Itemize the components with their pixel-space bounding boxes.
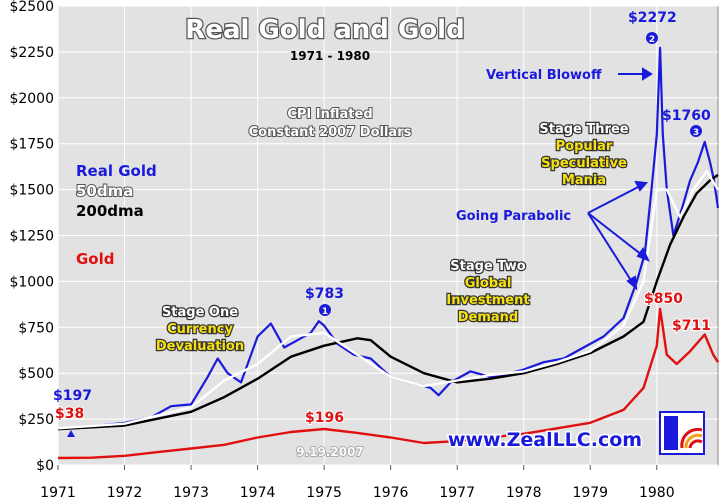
date-stamp: 9.19.2007	[296, 445, 364, 459]
marker-2-circle	[646, 32, 658, 44]
stage-two-line-3: Investment	[446, 293, 529, 308]
y-tick-label: $1500	[9, 183, 54, 199]
logo-arc-1	[680, 427, 703, 449]
gridlines	[57, 5, 718, 466]
marker-3-label: 3	[693, 128, 699, 138]
series-lines	[57, 46, 720, 460]
x-tick-label: 1980	[639, 485, 675, 501]
vertical-blowoff-arrow	[618, 67, 653, 81]
y-tick-label: $500	[18, 366, 54, 382]
price-label-850: $850	[644, 291, 683, 307]
vertical-blowoff-label: Vertical Blowoff	[486, 68, 602, 83]
parabolic-arrow-3	[587, 212, 633, 283]
x-tick-label: 1972	[107, 485, 143, 501]
chart-title: Real Gold and Gold	[185, 15, 464, 45]
price-label-1760: $1760	[662, 108, 711, 124]
price-label-197: $197	[53, 388, 92, 404]
marker-3-circle	[690, 125, 702, 137]
x-tick-label: 1979	[572, 485, 608, 501]
series-line-200dma	[57, 173, 719, 431]
stage-three-line-1: Stage Three	[539, 122, 628, 137]
legend-200dma: 200dma	[76, 202, 144, 220]
stage-one-line-3: Devaluation	[156, 339, 244, 354]
stage-two-line-4: Demand	[458, 310, 519, 325]
marker-2: 2	[646, 32, 658, 45]
y-tick-label: $2000	[9, 91, 54, 107]
y-tick-label: $0	[36, 458, 54, 474]
y-tick-label: $1750	[9, 137, 54, 153]
y-tick-label: $2500	[9, 0, 54, 15]
price-label-196: $196	[305, 410, 344, 426]
parabolic-arrow-1	[587, 185, 641, 214]
parabolic-arrow-2	[587, 212, 643, 256]
x-tick-label: 1973	[173, 485, 209, 501]
start-arrow	[67, 430, 75, 437]
price-label-38: $38	[55, 406, 84, 422]
logo-arc-3	[688, 439, 703, 449]
marker-2-label: 2	[649, 35, 655, 45]
parabolic-arrowhead-1	[634, 180, 649, 192]
x-tick-label: 1978	[506, 485, 542, 501]
parabolic-arrowhead-2	[636, 247, 650, 262]
stage-three-line-3: Speculative	[541, 156, 627, 171]
x-axis-ticks: 1971 1972 1973 1974 1975 1976 1977 1978 1979 1980	[40, 465, 675, 501]
logo-arc-2	[684, 433, 703, 449]
watermark-url: www.ZealLLC.com	[448, 429, 642, 451]
price-label-783: $783	[305, 286, 344, 302]
marker-1-circle	[319, 304, 331, 316]
y-tick-label: $750	[18, 320, 54, 336]
series-line-gold	[57, 307, 720, 460]
going-parabolic-label: Going Parabolic	[456, 209, 571, 224]
stage-three-line-2: Popular	[556, 139, 613, 154]
stage-three-line-4: Mania	[562, 173, 606, 188]
y-axis-ticks: $0 $250 $500 $750 $1000 $1250 $1500 $1750 $2000 $…	[9, 0, 54, 474]
legend-gold: Gold	[76, 250, 115, 268]
stage-two-line-1: Stage Two	[450, 259, 525, 274]
price-labels: $197 $38 $783 $196 $2272 $1760 $850 $711	[53, 10, 712, 427]
x-tick-label: 1975	[306, 485, 342, 501]
note-line-1: CPI Inflated	[287, 107, 372, 122]
legend-50dma: 50dma	[76, 182, 133, 200]
price-label-2272: $2272	[628, 10, 677, 26]
start-arrowhead	[67, 430, 75, 437]
stage-one-line-1: Stage One	[162, 305, 238, 320]
marker-3: 3	[690, 125, 702, 138]
y-tick-label: $2250	[9, 45, 54, 61]
chart-subtitle: 1971 - 1980	[290, 49, 370, 63]
stage-two-line-2: Global	[465, 276, 512, 291]
parabolic-arrowhead-3	[626, 275, 638, 291]
x-tick-label: 1977	[439, 485, 475, 501]
x-tick-label: 1974	[240, 485, 276, 501]
blowoff-arrowhead	[642, 67, 653, 81]
marker-1-label: 1	[322, 307, 328, 317]
zeal-logo	[659, 411, 705, 455]
x-tick-label: 1971	[40, 485, 76, 501]
stage-one-line-2: Currency	[167, 322, 233, 337]
marker-1: 1	[319, 304, 331, 317]
y-tick-label: $250	[18, 412, 54, 428]
price-label-711: $711	[672, 318, 711, 334]
logo-block	[664, 416, 678, 450]
going-parabolic-arrows	[587, 180, 650, 291]
y-tick-label: $1250	[9, 229, 54, 245]
y-tick-label: $1000	[9, 274, 54, 290]
legend-real-gold: Real Gold	[76, 162, 157, 180]
series-line-50dma	[57, 169, 720, 430]
note-line-2: Constant 2007 Dollars	[249, 125, 412, 140]
x-tick-label: 1976	[373, 485, 409, 501]
